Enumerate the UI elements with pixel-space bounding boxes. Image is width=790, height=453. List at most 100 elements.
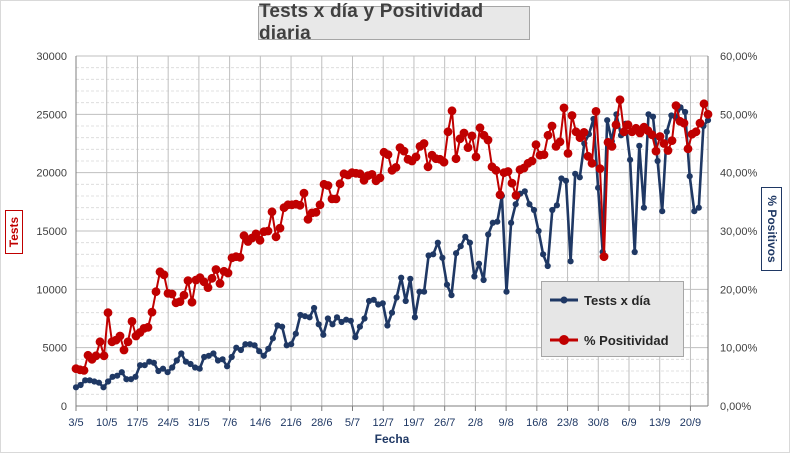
data-point (547, 121, 557, 131)
data-point (388, 309, 396, 316)
data-point (370, 296, 377, 303)
data-point (671, 101, 681, 110)
data-point (323, 181, 333, 190)
data-point (495, 190, 505, 200)
legend-tests-marker-icon (550, 296, 578, 304)
data-point (544, 262, 551, 270)
x-tick-label: 17/5 (127, 417, 148, 429)
data-point (695, 118, 705, 128)
data-point (659, 139, 669, 148)
data-point (242, 341, 249, 348)
y-left-tick-label: 20000 (36, 168, 67, 180)
data-point (178, 350, 185, 357)
data-point (355, 169, 365, 179)
data-point (695, 204, 702, 211)
data-point (623, 120, 633, 130)
data-point (82, 377, 89, 384)
data-point (647, 130, 657, 140)
data-point (169, 364, 176, 371)
data-point (118, 369, 125, 376)
data-point (679, 118, 689, 128)
data-point (579, 127, 589, 137)
x-tick-label: 20/9 (680, 417, 701, 429)
data-point (331, 194, 341, 204)
y-right-tick-label: 40,00% (720, 168, 758, 180)
data-point (654, 157, 661, 165)
data-point (179, 290, 189, 300)
data-point (333, 314, 341, 321)
y-axis-right-label-box: % Positivos (761, 187, 782, 271)
data-point (553, 202, 561, 209)
data-point (367, 170, 377, 179)
data-point (306, 314, 313, 321)
data-point (699, 99, 709, 109)
data-point (491, 165, 501, 175)
legend-label-positividad: % Positividad (584, 332, 669, 348)
data-point (587, 158, 597, 168)
data-point (599, 252, 609, 262)
data-point (439, 254, 446, 261)
data-point (555, 137, 565, 147)
data-point (265, 345, 272, 352)
x-tick-label: 16/8 (526, 417, 547, 429)
data-point (411, 152, 421, 162)
x-tick-label: 10/5 (96, 417, 117, 429)
data-point (636, 142, 643, 149)
x-tick-label: 21/6 (280, 417, 301, 429)
data-point (619, 127, 629, 137)
data-point (471, 152, 481, 162)
data-point (182, 358, 189, 365)
data-point (173, 357, 180, 364)
chart-legend: Tests x día % Positividad (541, 281, 684, 357)
data-point (521, 188, 528, 195)
data-point (485, 231, 492, 238)
data-point (137, 362, 144, 369)
data-point (271, 232, 281, 242)
x-tick-label: 5/7 (345, 417, 360, 429)
data-point (607, 142, 617, 151)
data-point (530, 206, 538, 214)
data-point (196, 365, 203, 372)
data-point (187, 360, 194, 368)
data-point (443, 281, 451, 288)
data-point (443, 127, 453, 137)
data-point (567, 111, 577, 120)
data-point (324, 315, 331, 322)
y-right-tick-label: 0,00% (720, 401, 751, 413)
data-point (640, 204, 648, 211)
x-tick-label: 12/7 (373, 417, 394, 429)
data-point (463, 143, 473, 153)
data-point (167, 289, 177, 299)
data-point (651, 146, 661, 156)
data-point (467, 131, 477, 141)
data-point (159, 365, 167, 372)
data-point (611, 120, 621, 130)
data-point (320, 331, 327, 338)
data-point (329, 321, 336, 328)
data-point (549, 206, 556, 214)
data-point (361, 315, 368, 322)
x-axis-label: Fecha (374, 432, 410, 446)
x-tick-label: 2/8 (468, 417, 483, 429)
data-point (375, 173, 385, 183)
data-point (203, 283, 213, 292)
data-point (462, 233, 469, 240)
data-point (251, 342, 258, 349)
data-point (475, 123, 485, 133)
tick-labels: 0 5000 10000 15000 20000 25000 30000 0,00% 10,00… (36, 51, 757, 429)
x-tick-label: 26/7 (434, 417, 455, 429)
data-point (567, 258, 574, 265)
data-point (164, 369, 171, 376)
data-point (419, 139, 429, 148)
data-point (251, 229, 261, 239)
y-right-tick-label: 20,00% (720, 284, 758, 296)
data-point (207, 273, 217, 283)
data-point (511, 191, 521, 200)
data-point (659, 208, 666, 215)
data-point (703, 109, 713, 119)
data-point (215, 279, 225, 288)
data-point (393, 294, 400, 301)
data-point (595, 184, 602, 191)
data-point (260, 352, 267, 359)
